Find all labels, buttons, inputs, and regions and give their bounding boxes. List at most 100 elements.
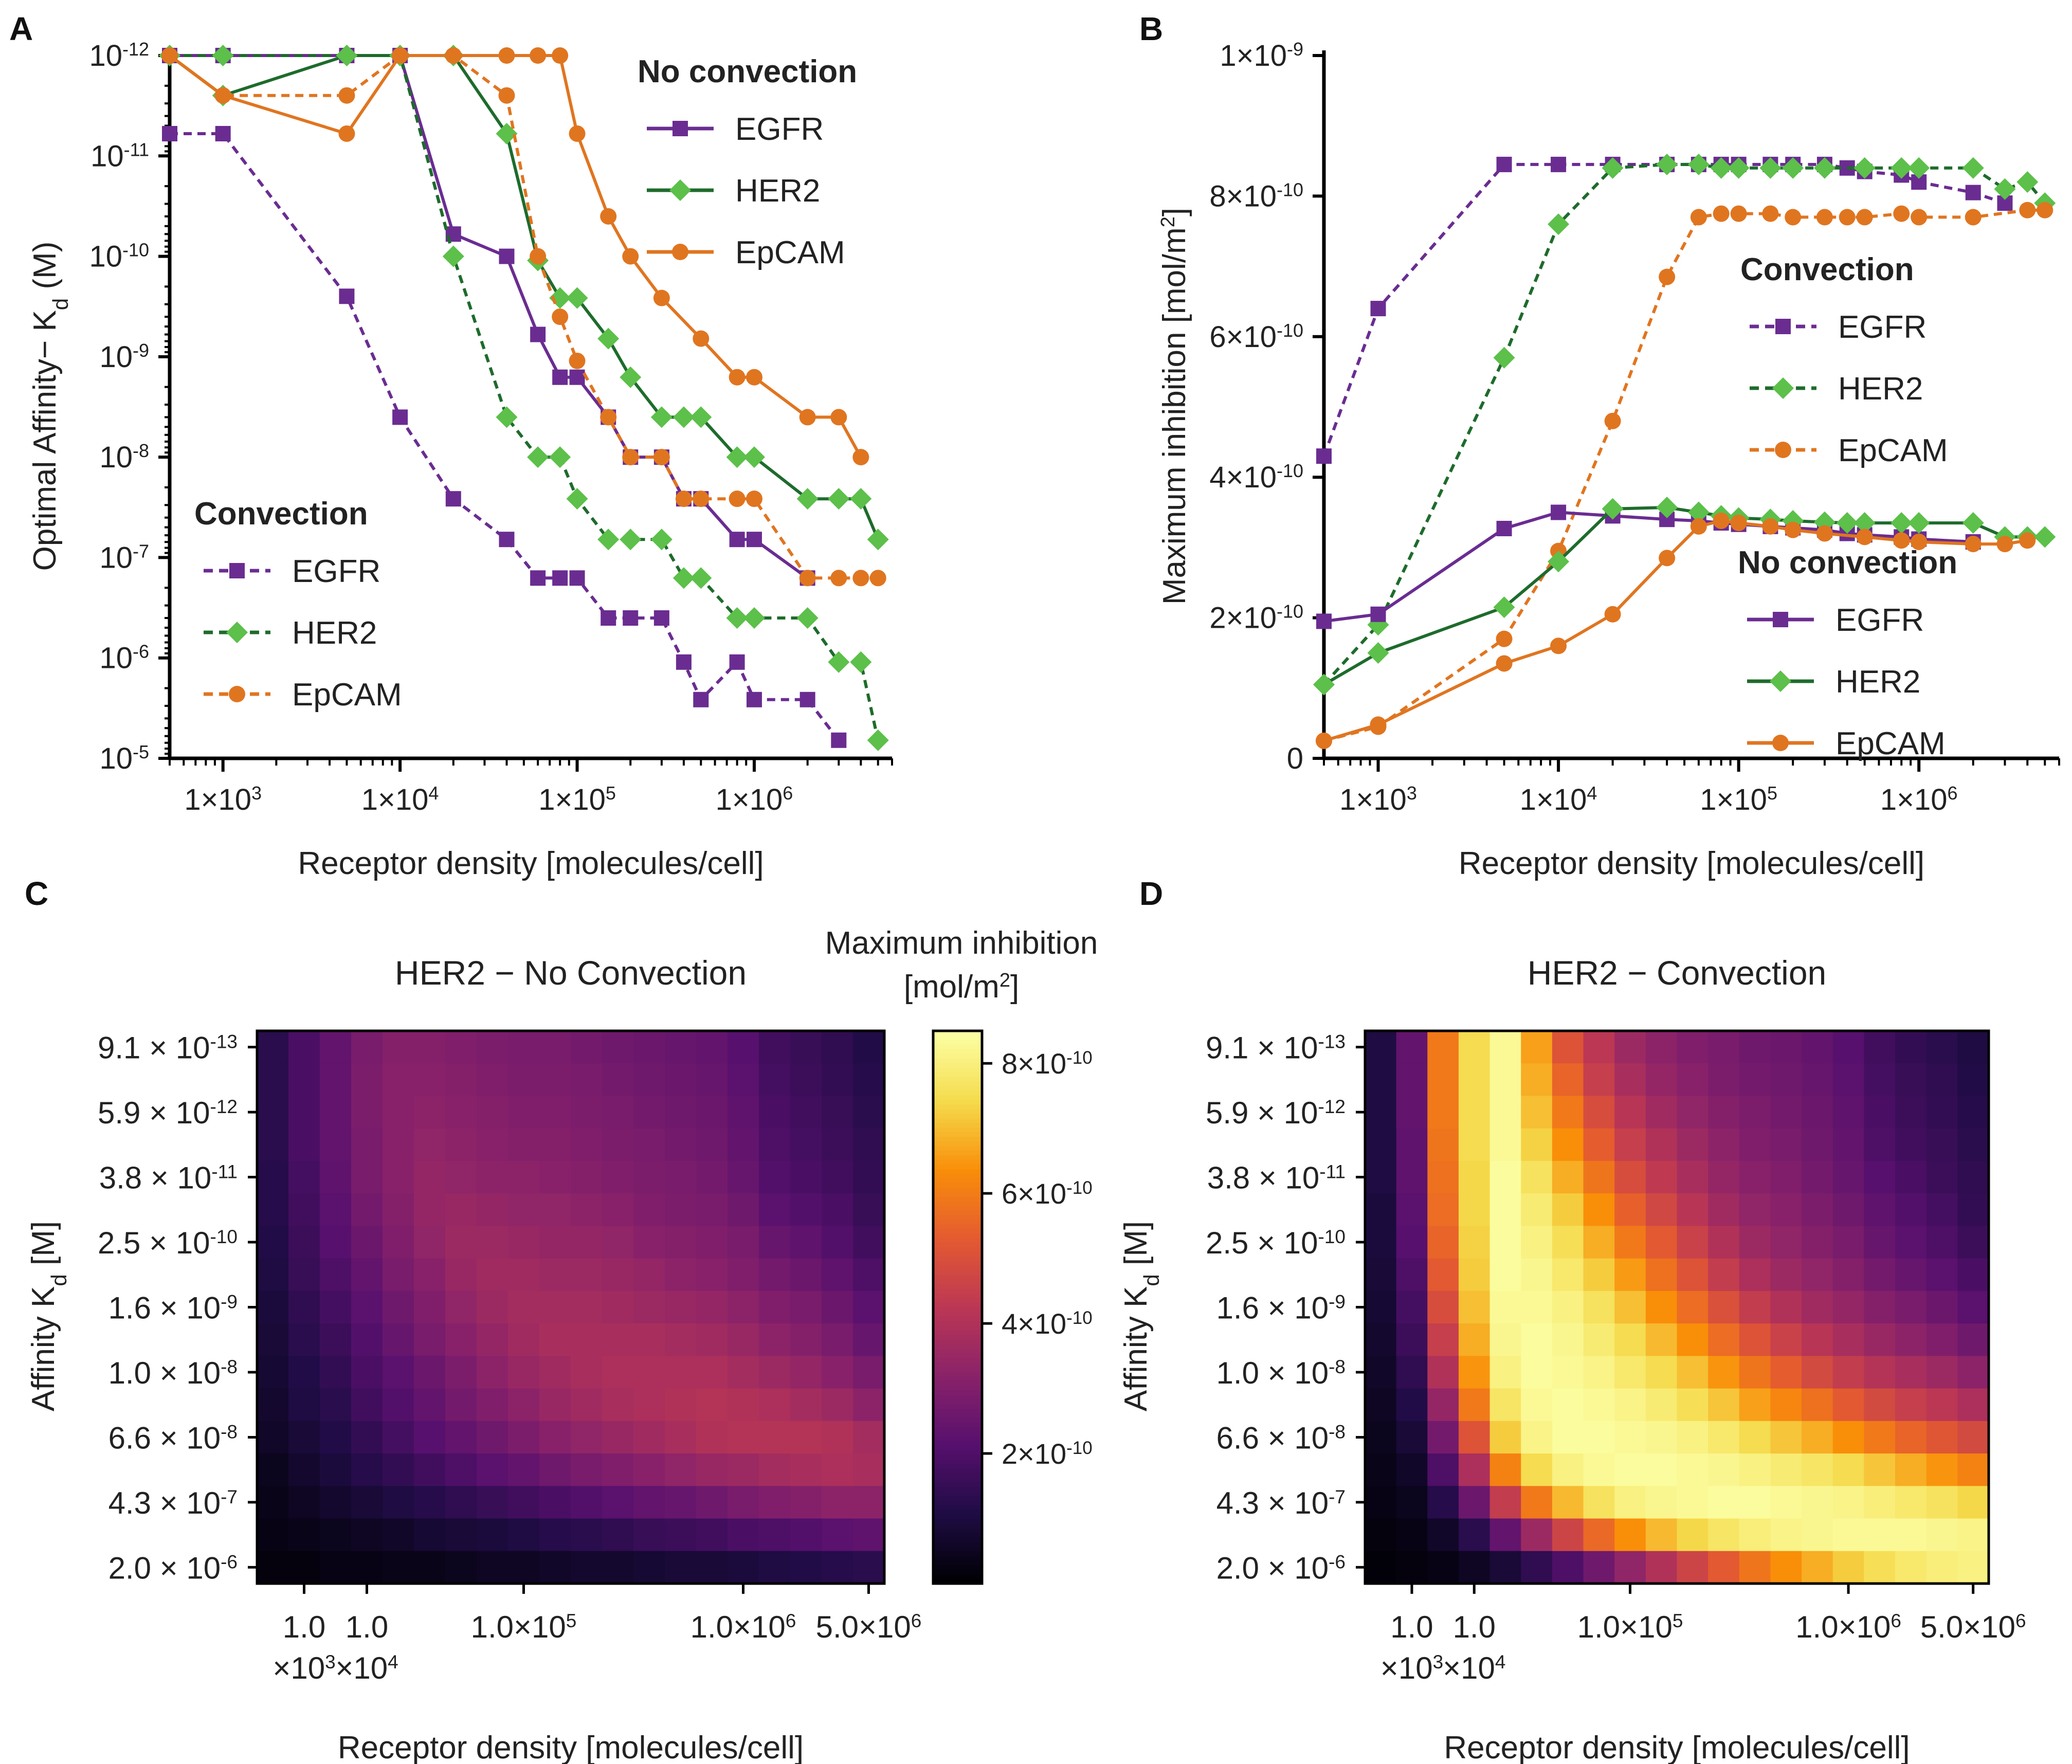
panel-letter-text: C: [25, 875, 48, 912]
heatmap-cell: [1739, 1551, 1771, 1584]
heatmap-cell: [1957, 1486, 1989, 1519]
y-tick-mantissa: 3.8 × 10: [99, 1161, 212, 1195]
colorbar-segment: [933, 1523, 982, 1529]
heatmap-cell: [1864, 1551, 1896, 1584]
colorbar-segment: [933, 1316, 982, 1322]
heatmap-cell: [1645, 1096, 1678, 1129]
panel-letter-text: B: [1139, 10, 1163, 47]
y-tick-label: 1.0 × 10-8: [1216, 1356, 1346, 1390]
heatmap-cell: [351, 1258, 383, 1292]
heatmap-cell: [320, 1518, 352, 1552]
data-point-EGFR: [1965, 185, 1981, 201]
x-axis-label-part: Receptor density [molecules/cell]: [1444, 1730, 1910, 1764]
colorbar-segment: [933, 1169, 982, 1174]
heatmap-cell: [1708, 1356, 1740, 1389]
colorbar-segment: [933, 1514, 982, 1520]
colorbar-segment: [933, 1298, 982, 1303]
x-tick-exponent: 5: [566, 1610, 577, 1631]
panel-letter-A: A: [9, 10, 33, 47]
data-point-EGFR: [530, 570, 546, 586]
data-point-HER2: [1759, 157, 1782, 179]
heatmap-cell: [665, 1258, 697, 1292]
y-tick-exponent: -8: [221, 1356, 238, 1377]
heatmap-cell: [1583, 1551, 1615, 1584]
heatmap-cell: [1521, 1096, 1553, 1129]
heatmap-cell: [1396, 1128, 1428, 1161]
heatmap-cell: [1583, 1160, 1615, 1194]
heatmap-cell: [1957, 1388, 1989, 1422]
heatmap-cell: [822, 1063, 853, 1097]
heatmap-cell: [1645, 1356, 1678, 1389]
heatmap-cell: [790, 1160, 822, 1194]
heatmap-cell: [1739, 1486, 1771, 1519]
y-tick-exponent: -10: [210, 1226, 238, 1247]
colorbar-segment: [933, 1090, 982, 1096]
heatmap-cell: [1645, 1031, 1678, 1064]
data-point-HER2: [1782, 157, 1804, 179]
x-axis-label-part: Receptor density [molecules/cell]: [298, 846, 764, 881]
colorbar-tick-exponent: -10: [1066, 1308, 1093, 1328]
data-point-EpCAM: [1496, 655, 1513, 672]
y-axis-label-C-part: K: [26, 1286, 61, 1307]
heatmap-cell: [1458, 1518, 1491, 1552]
data-point-HER2: [673, 567, 695, 589]
heatmap-cell: [257, 1226, 289, 1259]
heatmap-cell: [790, 1063, 822, 1097]
heatmap-cell: [445, 1421, 477, 1454]
colorbar-segment: [933, 1486, 982, 1492]
y-tick-exponent: -13: [1318, 1031, 1346, 1052]
heatmap-cell: [759, 1518, 791, 1552]
heatmap-cell: [696, 1160, 728, 1194]
colorbar-segment: [933, 1505, 982, 1511]
heatmap-cell: [1458, 1453, 1491, 1487]
x-tick-label-part: 1.0×10: [1795, 1610, 1891, 1644]
data-point-EpCAM: [392, 47, 409, 64]
y-tick-exponent: -8: [133, 440, 149, 461]
heatmap-cell: [1708, 1486, 1740, 1519]
x-tick-label: 1×103: [1339, 783, 1417, 817]
colorbar-segment: [933, 1284, 982, 1289]
colorbar-segment: [933, 1542, 982, 1548]
heatmap-cell: [445, 1226, 477, 1259]
data-point-EpCAM: [622, 449, 639, 466]
heatmap-cell: [1427, 1356, 1459, 1389]
x-tick-label-part: 1.0: [1453, 1610, 1496, 1644]
colorbar-segment: [933, 1427, 982, 1432]
heatmap-cell: [1739, 1453, 1771, 1487]
heatmap-cell: [1926, 1160, 1958, 1194]
heatmap-cell: [633, 1290, 665, 1324]
heatmap-cell: [1521, 1453, 1553, 1487]
heatmap-cell: [477, 1551, 508, 1584]
heatmap-cell: [1739, 1518, 1771, 1552]
heatmap-cell: [383, 1096, 414, 1129]
x-axis-label-part: Receptor density [molecules/cell]: [1459, 846, 1924, 881]
y-tick-label: 2.5 × 10-10: [1206, 1226, 1346, 1260]
heatmap-cell: [1645, 1226, 1678, 1259]
y-tick-mantissa: 10: [99, 742, 133, 775]
heatmap-cell: [822, 1096, 853, 1129]
y-tick-label: 1×10-9: [1220, 39, 1303, 73]
heatmap-cell: [1677, 1096, 1709, 1129]
data-point-EpCAM: [1713, 512, 1730, 529]
ylabel-dash: −: [27, 332, 63, 359]
heatmap-cell: [602, 1551, 634, 1584]
data-point-HER2: [1493, 596, 1515, 619]
heatmap-cell: [665, 1128, 697, 1161]
colorbar-segment: [933, 1238, 982, 1244]
heatmap-cell: [351, 1551, 383, 1584]
heatmap-cell: [696, 1453, 728, 1487]
heatmap-cell: [383, 1063, 414, 1097]
heatmap-cell: [571, 1518, 603, 1552]
heatmap-cell: [1521, 1193, 1553, 1227]
data-point-HER2: [620, 529, 642, 551]
heatmap-cell: [288, 1258, 320, 1292]
y-tick-label: 4.3 × 10-7: [108, 1486, 238, 1520]
legend-label-EGFR: EGFR: [292, 554, 380, 589]
legend-label-EGFR: EGFR: [1838, 310, 1926, 345]
y-tick-label: 3.8 × 10-11: [99, 1161, 238, 1195]
y-axis-label-C: Affinity Kd [M]: [26, 1221, 71, 1411]
heatmap-cell: [1677, 1031, 1709, 1064]
heatmap-cell: [1521, 1551, 1553, 1584]
heatmap-cell: [539, 1421, 571, 1454]
heatmap-cell: [571, 1356, 603, 1389]
